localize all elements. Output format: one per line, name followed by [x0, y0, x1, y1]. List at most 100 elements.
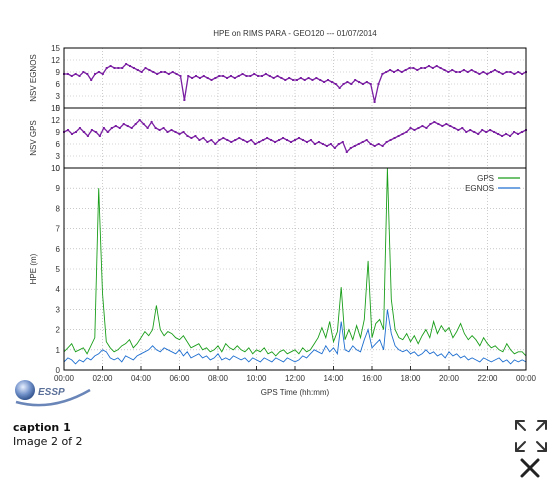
nsv-point	[148, 69, 151, 71]
expand-icon[interactable]	[513, 418, 549, 454]
nsv-point	[110, 127, 113, 129]
nsv-point	[441, 125, 444, 127]
y-tick-label: 12	[51, 56, 60, 65]
nsv-point	[230, 141, 233, 143]
nsv-point	[113, 67, 116, 69]
nsv-point	[218, 139, 221, 141]
nsv-point	[136, 69, 139, 71]
nsv-point	[431, 67, 434, 69]
nsv-point	[270, 139, 273, 141]
nsv-point	[501, 135, 504, 137]
logo-text: ESSP	[38, 387, 65, 398]
nsv-point	[126, 125, 129, 127]
nsv-point	[453, 127, 456, 129]
nsv-point	[86, 135, 89, 137]
nsv-point	[509, 135, 512, 137]
nsv-point	[218, 75, 221, 77]
nsv-point	[354, 79, 357, 81]
nsv-point	[493, 69, 496, 71]
nsv-point	[90, 79, 93, 81]
x-tick-label: 20:00	[439, 374, 460, 383]
nsv-point	[413, 129, 416, 131]
nsv-point	[125, 63, 128, 65]
nsv-point	[425, 127, 428, 129]
nsv-point	[389, 69, 392, 71]
nsv-point	[226, 139, 229, 141]
nsv-point	[94, 131, 97, 133]
nsv-point	[365, 139, 368, 141]
nsv-point	[158, 129, 161, 131]
nsv-point	[258, 141, 261, 143]
nsv-point	[473, 131, 476, 133]
x-tick-label: 04:00	[131, 374, 152, 383]
nsv-point	[70, 75, 73, 77]
x-tick-label: 18:00	[400, 374, 421, 383]
nsv-point	[206, 77, 209, 79]
nsv-point	[381, 145, 384, 147]
nsv-point	[129, 65, 131, 67]
nsv-point	[101, 73, 104, 75]
nsv-point	[346, 81, 349, 83]
nsv-point	[186, 135, 189, 137]
nsv-point	[457, 129, 460, 131]
nsv-point	[469, 129, 472, 131]
nsv-point	[462, 69, 465, 71]
nsv-point	[509, 71, 512, 73]
chart-frame: HPE on RIMS PARA - GEO120 --- 01/07/2014…	[6, 8, 546, 408]
nsv-point	[183, 99, 186, 101]
y-tick-label: 0	[56, 104, 61, 113]
egnos-line	[63, 309, 527, 365]
nsv-point	[466, 71, 469, 73]
nsv-point	[82, 71, 85, 73]
nsv-point	[481, 129, 484, 131]
nsv-point	[373, 145, 376, 147]
nsv-point	[393, 71, 395, 73]
nsv-point	[178, 133, 181, 135]
nsv-point	[171, 71, 174, 73]
nsv-point	[513, 73, 516, 75]
nsv-point	[249, 75, 252, 77]
x-tick-label: 14:00	[323, 374, 344, 383]
nsv-point	[459, 71, 461, 73]
nsv-point	[470, 69, 473, 71]
caption-title: caption 1	[13, 421, 71, 434]
nsv-point	[420, 67, 423, 69]
nsv-point	[154, 127, 157, 129]
nsv-point	[94, 73, 97, 75]
y-tick-label: 4	[56, 285, 61, 294]
nsv-point	[152, 71, 155, 73]
nsv-point	[290, 141, 293, 143]
nsv-point	[493, 131, 496, 133]
y-tick-label: 9	[56, 68, 61, 77]
nsv-point	[268, 75, 271, 77]
y-tick-label: 0	[56, 164, 61, 173]
nsv-point	[297, 137, 300, 139]
nsv-point	[70, 133, 73, 135]
nsv-point	[337, 143, 340, 145]
nsv-point	[409, 127, 412, 129]
nsv-point	[246, 141, 249, 143]
image-counter: Image 2 of 2	[13, 435, 83, 448]
nsv-point	[497, 71, 500, 73]
close-icon[interactable]	[519, 457, 541, 479]
nsv-point	[195, 75, 197, 77]
nsv-point	[237, 75, 240, 77]
nsv-point	[417, 127, 420, 129]
nsv-point	[416, 69, 419, 71]
nsv-point	[305, 141, 308, 143]
nsv-point	[214, 77, 217, 79]
nsv-point	[437, 123, 440, 125]
nsv-point	[272, 77, 275, 79]
nsv-point	[234, 139, 237, 141]
nsv-point	[78, 75, 81, 77]
nsv-point	[439, 67, 442, 69]
nsv-point	[358, 81, 361, 83]
nsv-point	[369, 143, 372, 145]
nsv-point	[138, 119, 141, 121]
legend-label: EGNOS	[465, 184, 494, 193]
nsv-point	[404, 69, 407, 71]
nsv-point	[342, 83, 345, 85]
nsv-point	[74, 73, 77, 75]
nsv-point	[424, 67, 427, 69]
